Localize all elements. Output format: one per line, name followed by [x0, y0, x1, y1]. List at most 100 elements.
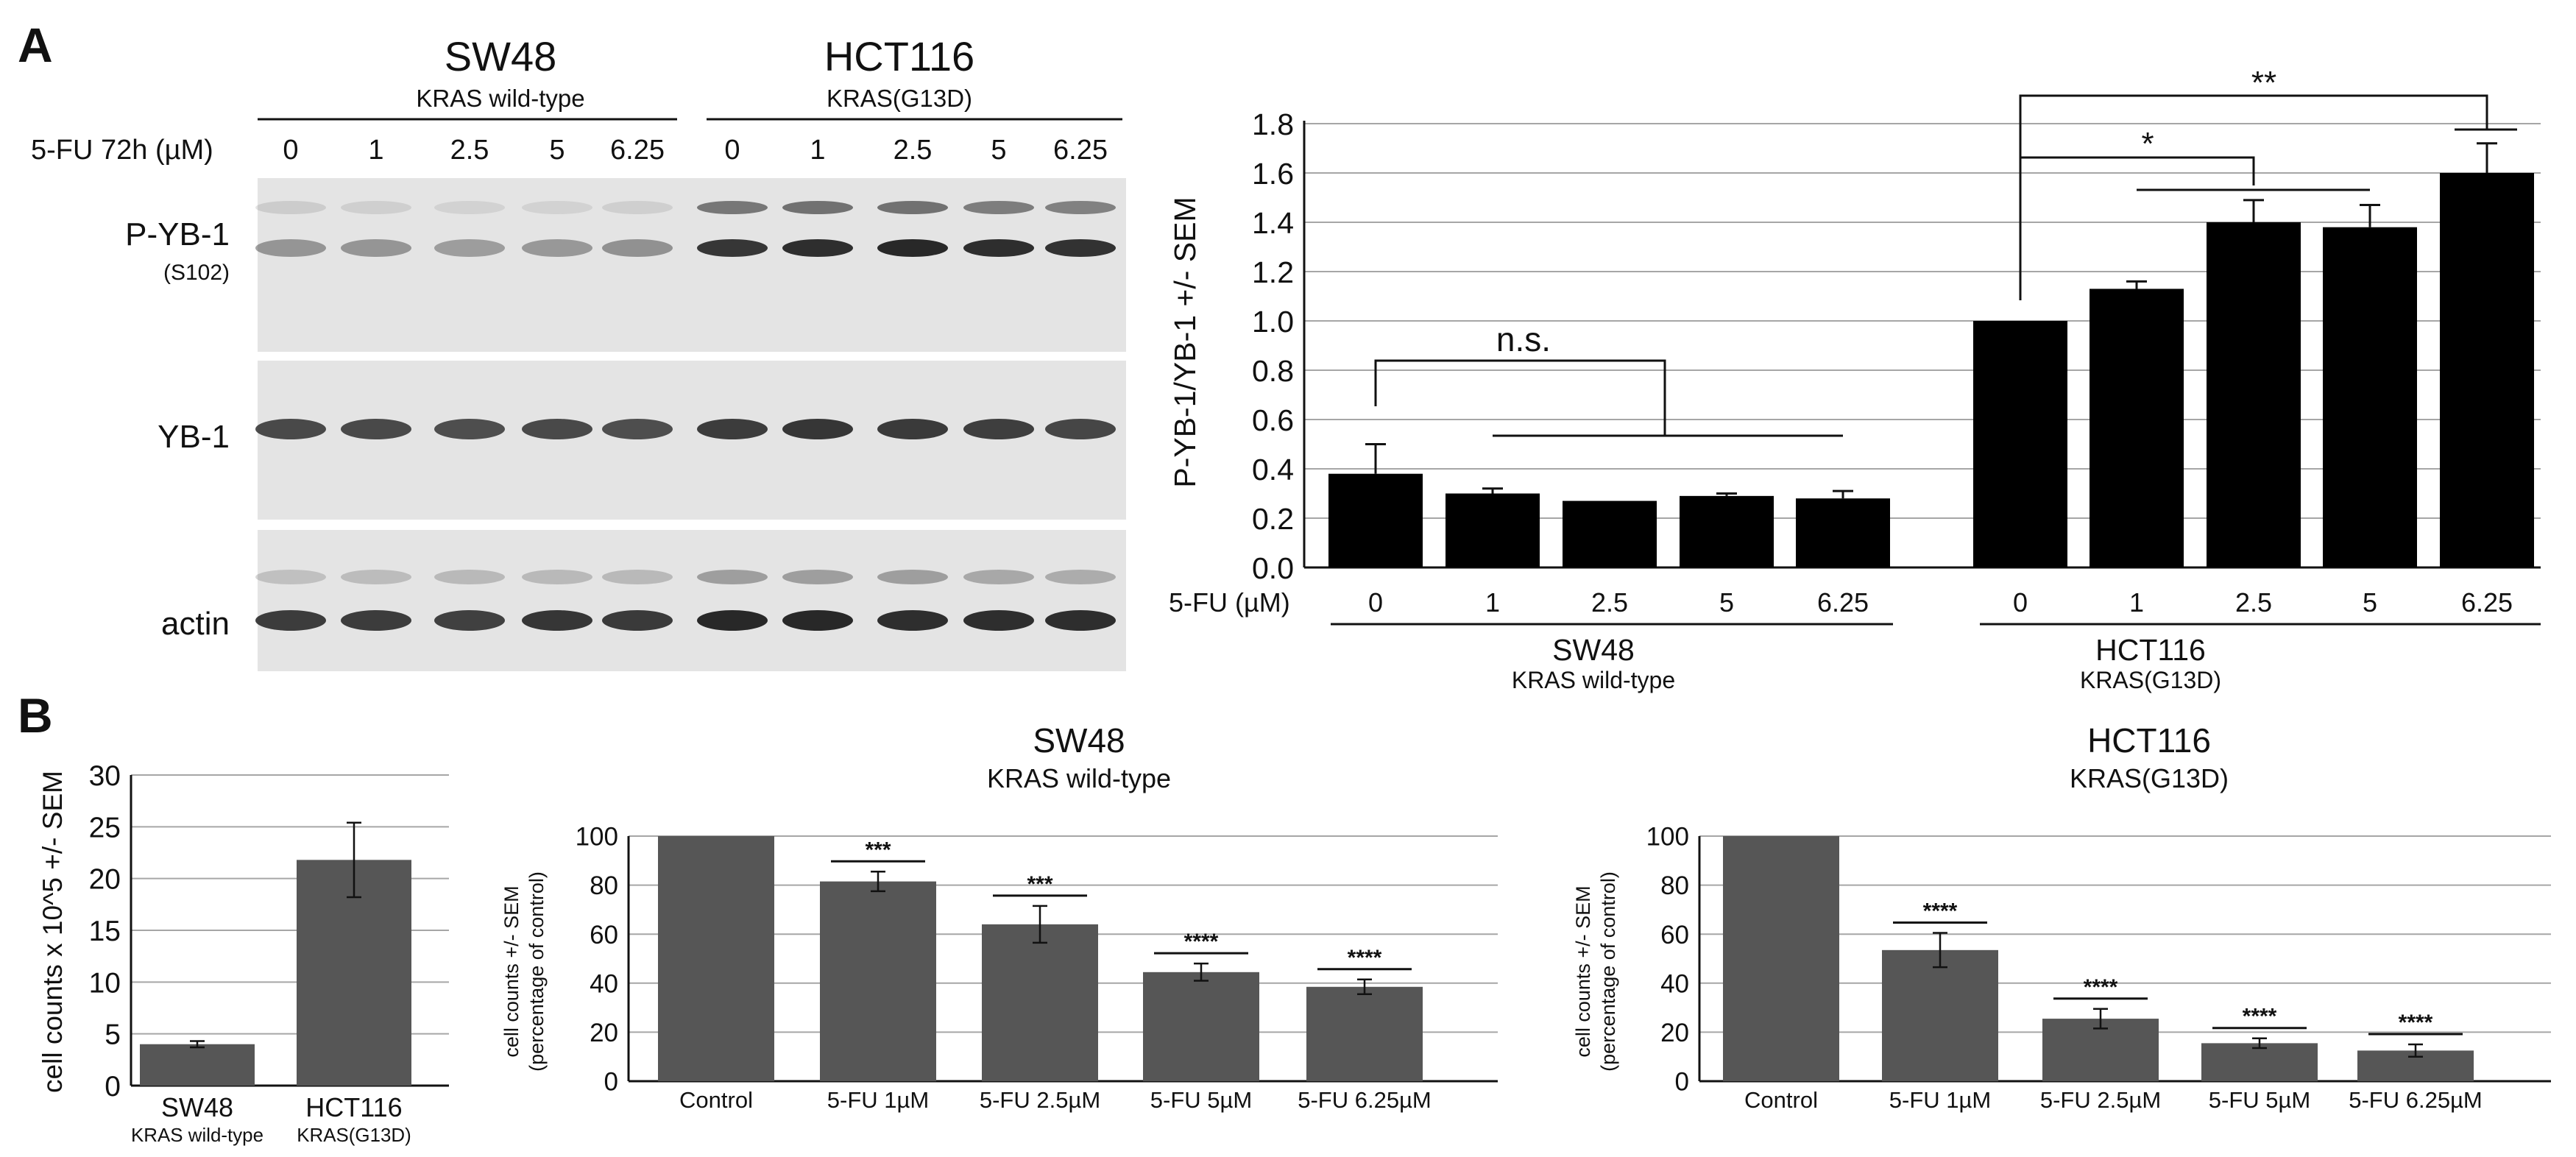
band-actin-upper — [782, 570, 853, 584]
band-yb1 — [877, 419, 948, 439]
chartB2-xtick: 5-FU 5µM — [1150, 1087, 1252, 1113]
chartA-xtick: 2.5 — [1591, 587, 1628, 618]
blot-cell-line-hct116: HCT116 — [824, 33, 974, 79]
chartA-bracket-ns — [1374, 359, 1666, 436]
band-yb1 — [341, 419, 411, 439]
band-pyb1-upper — [434, 201, 505, 214]
chartA-xtick: 0 — [1368, 587, 1383, 618]
band-yb1 — [602, 419, 673, 439]
band-actin — [963, 610, 1034, 631]
blot-dose-label: 5 — [991, 135, 1006, 166]
chartA-ytick: 1.6 — [1252, 157, 1294, 191]
chartB2-bar — [1143, 972, 1259, 1081]
chartA-ytick: 1.8 — [1252, 107, 1294, 141]
blot-membrane-actin — [258, 530, 1126, 671]
band-actin — [782, 610, 853, 631]
chartA-ytick: 0.0 — [1252, 551, 1294, 585]
band-pyb1 — [341, 239, 411, 257]
chartB2-bar — [1306, 986, 1423, 1081]
band-pyb1 — [963, 239, 1034, 257]
chartB2-sig-stars: **** — [1184, 930, 1219, 954]
band-pyb1-upper — [697, 201, 768, 214]
chartA-ytick: 0.4 — [1252, 453, 1294, 486]
chartA-bar — [1796, 498, 1890, 567]
chartB1-ytick: 10 — [89, 967, 121, 999]
blot-row-label-yb1: YB-1 — [158, 419, 230, 455]
band-yb1 — [255, 419, 326, 439]
chartA-ytick: 0.8 — [1252, 354, 1294, 388]
chartB3-ytick: 80 — [1660, 871, 1689, 900]
chartB1-ytick: 5 — [105, 1019, 121, 1051]
blot-dose-label: 1 — [368, 135, 383, 166]
chartA-group-sw48: SW48 — [1552, 633, 1635, 667]
band-pyb1 — [697, 239, 768, 257]
chartB2-ytick: 100 — [576, 823, 618, 852]
chartA-bar — [1563, 500, 1657, 567]
band-pyb1 — [434, 239, 505, 257]
band-actin — [341, 610, 411, 631]
chartB3-title: HCT116 — [2087, 721, 2211, 760]
blot-dose-label: 5 — [549, 135, 565, 166]
chartB2-bar — [820, 881, 936, 1081]
chartB2-title: SW48 — [1033, 721, 1125, 760]
chartB2-xtick: Control — [679, 1087, 753, 1113]
chartA-bracket-single-star — [2019, 156, 2255, 300]
chartB3-bar — [1882, 949, 1998, 1081]
chartB2-subtitle: KRAS wild-type — [987, 763, 1171, 793]
chartA-group-hct116: HCT116 — [2095, 633, 2206, 667]
chartB2-bar — [658, 836, 774, 1081]
chartA-xtick: 2.5 — [2235, 587, 2272, 618]
chartB3-sig-stars: **** — [2084, 975, 2118, 999]
band-actin-upper — [602, 570, 673, 584]
chartB3-subtitle: KRAS(G13D) — [2070, 763, 2229, 793]
band-actin — [434, 610, 505, 631]
chartA-ytick: 1.2 — [1252, 255, 1294, 289]
chartB1-xtick-sub: KRAS(G13D) — [297, 1125, 411, 1146]
chartA-xtick: 6.25 — [2461, 587, 2513, 618]
band-actin — [697, 610, 768, 631]
blot-cell-line-sw48: SW48 — [445, 33, 557, 79]
chartB2-xtick: 5-FU 6.25µM — [1298, 1087, 1432, 1113]
chartA-ytick: 0.6 — [1252, 403, 1294, 437]
chartB2-xtick: 5-FU 1µM — [827, 1087, 929, 1113]
chartB1-ytick: 20 — [89, 864, 121, 896]
chartA-bar — [1680, 495, 1774, 567]
chartB2-sig-stars: *** — [1027, 872, 1052, 896]
chartB2-ytick: 60 — [590, 921, 618, 949]
blot-dose-label: 0 — [724, 135, 740, 166]
band-actin-upper — [341, 570, 411, 584]
band-actin — [1045, 610, 1116, 631]
band-actin-upper — [963, 570, 1034, 584]
band-pyb1-upper — [1045, 201, 1116, 214]
chartA-bar — [1973, 321, 2067, 567]
chartA-group-hct116-genotype: KRAS(G13D) — [2080, 667, 2221, 693]
band-yb1 — [963, 419, 1034, 439]
chartA-ytick: 1.4 — [1252, 206, 1294, 240]
panel-label-a: A — [18, 18, 53, 72]
chartB1-bar — [140, 1044, 255, 1086]
chartA-xtick: 0 — [2013, 587, 2028, 618]
chartB3-bar — [2201, 1043, 2318, 1081]
chartA-xtick: 5 — [1719, 587, 1734, 618]
chartB1-xtick: HCT116 — [305, 1092, 402, 1122]
panel-label-b: B — [18, 688, 53, 743]
blot-dose-label: 0 — [283, 135, 298, 166]
chartA-ytick: 0.2 — [1252, 502, 1294, 536]
blot-row-sublabel-pyb1: (S102) — [163, 261, 230, 285]
blot-genotype-hct116: KRAS(G13D) — [827, 85, 972, 112]
chartA-annotation-single-star: * — [2141, 126, 2154, 162]
chartB2-ytick: 80 — [590, 871, 618, 900]
band-pyb1 — [877, 239, 948, 257]
chartA-ylabel: P-YB-1/YB-1 +/- SEM — [1168, 197, 1202, 487]
chartA-xlabel: 5-FU (µM) — [1169, 587, 1290, 618]
chartB2-ylabel2: (percentage of control) — [526, 871, 548, 1072]
band-actin — [877, 610, 948, 631]
chartB3-xtick: 5-FU 2.5µM — [2040, 1087, 2161, 1113]
chart-sw48-viability: SW48 KRAS wild-type cell counts +/- SEM … — [500, 721, 1498, 1113]
band-pyb1-upper — [782, 201, 853, 214]
band-pyb1-upper — [877, 201, 948, 214]
chartB2-xtick: 5-FU 2.5µM — [980, 1087, 1100, 1113]
band-yb1 — [782, 419, 853, 439]
chartB2-sig-stars: *** — [865, 838, 891, 862]
